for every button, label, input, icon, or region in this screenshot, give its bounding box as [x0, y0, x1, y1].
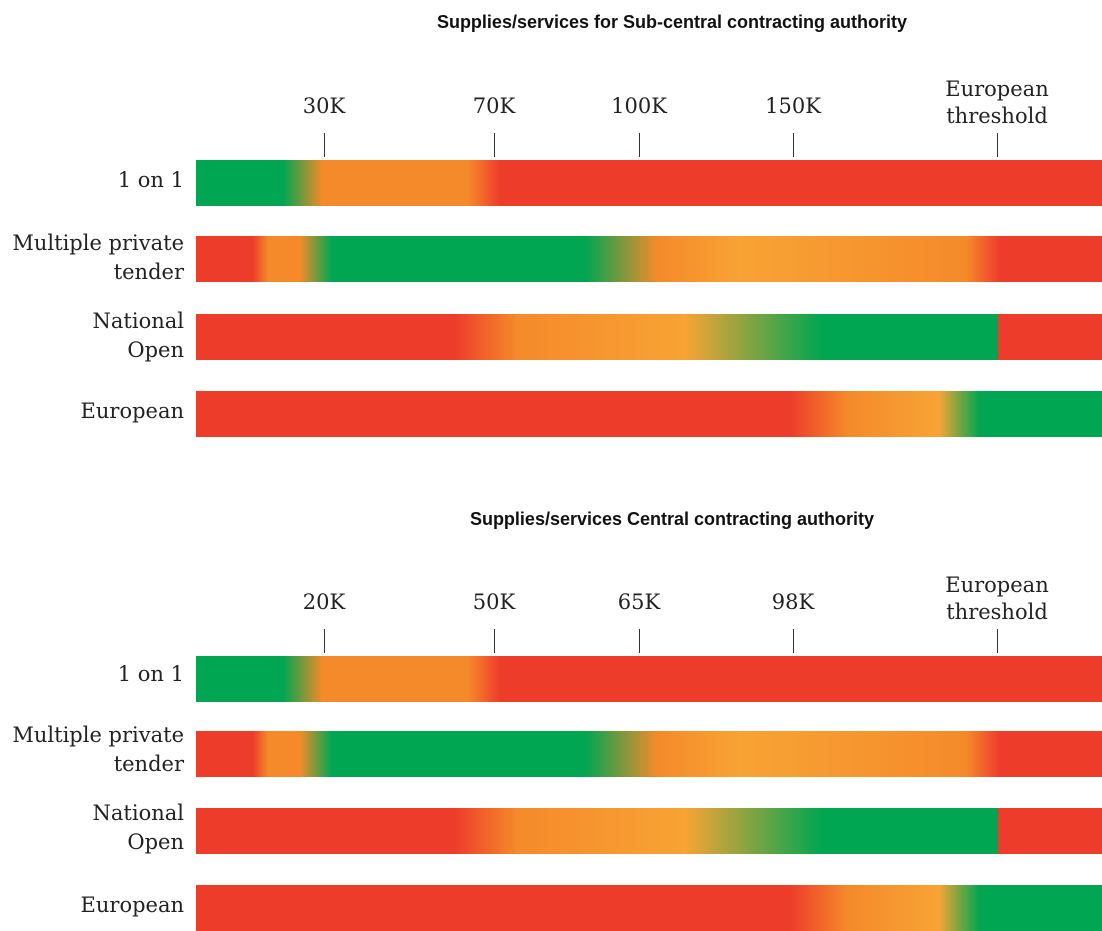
- bar-national-open: [196, 314, 1102, 360]
- tick-mark: [324, 629, 325, 653]
- row-label-national-open: National Open: [92, 801, 184, 854]
- tick-label-65k: 65K: [617, 590, 661, 614]
- bar-1-on-1: [196, 656, 1102, 702]
- row-label-european: European: [80, 893, 184, 917]
- tick-mark: [639, 629, 640, 653]
- row-label-multiple-private-tender: Multiple private tender: [12, 723, 184, 776]
- tick-mark: [997, 629, 998, 653]
- tick-label-70k: 70K: [472, 94, 516, 118]
- bar-multiple-private-tender: [196, 731, 1102, 777]
- bar-multiple-private-tender: [196, 236, 1102, 282]
- tick-mark: [793, 133, 794, 157]
- bar-1-on-1: [196, 160, 1102, 206]
- row-label-1-on-1: 1 on 1: [117, 168, 184, 192]
- row-label-european: European: [80, 399, 184, 423]
- tick-label-150k: 150K: [765, 94, 821, 118]
- tick-label-98k: 98K: [771, 590, 815, 614]
- panel-title: Supplies/services Central contracting au…: [469, 509, 875, 529]
- bar-national-open: [196, 808, 1102, 854]
- tick-mark: [324, 133, 325, 157]
- panel-sub-central: Supplies/services for Sub-central contra…: [0, 0, 1102, 460]
- tick-label-european-threshold: European threshold: [945, 573, 1049, 624]
- row-label-1-on-1: 1 on 1: [117, 662, 184, 686]
- tick-mark: [639, 133, 640, 157]
- tick-mark: [997, 133, 998, 157]
- tick-label-30k: 30K: [302, 94, 346, 118]
- tick-mark: [494, 133, 495, 157]
- row-label-multiple-private-tender: Multiple private tender: [12, 231, 184, 284]
- row-label-national-open: National Open: [92, 309, 184, 362]
- tick-label-100k: 100K: [611, 94, 667, 118]
- tick-label-european-threshold: European threshold: [945, 77, 1049, 128]
- bar-european: [196, 885, 1102, 931]
- tick-label-50k: 50K: [472, 590, 516, 614]
- bar-european: [196, 391, 1102, 437]
- panel-central: Supplies/services Central contracting au…: [0, 496, 1102, 931]
- panel-title: Supplies/services for Sub-central contra…: [436, 12, 908, 32]
- tick-mark: [494, 629, 495, 653]
- tick-label-20k: 20K: [302, 590, 346, 614]
- tick-mark: [793, 629, 794, 653]
